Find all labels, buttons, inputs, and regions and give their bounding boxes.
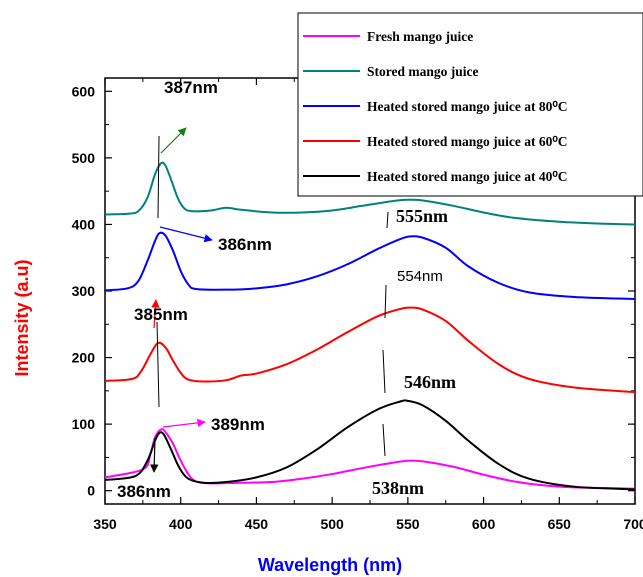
- series-line-heated-40c: [104, 399, 636, 491]
- x-tick-label: 550: [396, 516, 420, 532]
- annotation-389nm: 389nm: [211, 415, 265, 434]
- annotation-385nm: 385nm: [134, 305, 188, 324]
- arrow-386nm-black: [150, 437, 159, 473]
- legend-label-heated-80c: Heated stored mango juice at 80⁰C: [367, 99, 568, 114]
- peak-guide-line-2: [156, 321, 160, 408]
- arrow-386nm-blue: [159, 226, 213, 243]
- legend-label-fresh: Fresh mango juice: [367, 29, 473, 44]
- x-tick-label: 600: [472, 516, 496, 532]
- axis-ticks: 350 400 450 500 550 600 650 700 0 100 200 300 400 500…: [72, 78, 643, 532]
- annotation-555nm: 555nm: [396, 206, 448, 226]
- annotation-538nm: 538nm: [372, 478, 424, 498]
- series-line-stored: [104, 161, 636, 226]
- y-tick-label: 100: [72, 416, 96, 432]
- series-group: [104, 161, 636, 491]
- x-tick-label: 350: [93, 516, 117, 532]
- peak-guide-line-3: [386, 211, 389, 229]
- y-tick-label: 600: [72, 83, 96, 99]
- series-line-heated-60c: [104, 306, 636, 394]
- series-line-fresh: [104, 428, 636, 490]
- annotation-386nm-blue: 386nm: [218, 235, 272, 254]
- legend-label-heated-60c: Heated stored mango juice at 60⁰C: [367, 134, 568, 149]
- legend-box: [297, 12, 643, 197]
- x-tick-label: 450: [245, 516, 269, 532]
- x-tick-label: 650: [548, 516, 572, 532]
- y-tick-label: 400: [72, 216, 96, 232]
- annotation-386nm-black: 386nm: [117, 482, 171, 501]
- x-tick-label: 500: [320, 516, 344, 532]
- x-tick-label: 700: [623, 516, 643, 532]
- x-tick-label: 400: [169, 516, 193, 532]
- y-tick-label: 300: [72, 283, 96, 299]
- annotation-546nm: 546nm: [404, 372, 456, 392]
- annotation-387nm: 387nm: [164, 78, 218, 97]
- arrow-387nm: [160, 127, 187, 154]
- peak-guide-line-6: [382, 423, 386, 457]
- legend-label-stored: Stored mango juice: [367, 64, 479, 79]
- annotation-554nm: 554nm: [397, 268, 443, 285]
- arrow-389nm: [162, 418, 206, 428]
- y-axis-title: Intensity (a.u): [12, 259, 32, 376]
- legend-label-heated-40c: Heated stored mango juice at 40⁰C: [367, 169, 568, 184]
- legend: Fresh mango juice Stored mango juice Heate…: [297, 12, 643, 197]
- peak-guide-line-4: [384, 284, 387, 319]
- y-tick-label: 500: [72, 150, 96, 166]
- y-tick-label: 0: [87, 483, 95, 499]
- y-tick-label: 200: [72, 350, 96, 366]
- peak-guide-line-5: [382, 349, 386, 394]
- arrow-385nm: [151, 299, 160, 329]
- x-axis-title: Wavelength (nm): [258, 555, 402, 575]
- peak-guide-line-1: [157, 135, 160, 219]
- series-line-heated-80c: [104, 231, 636, 300]
